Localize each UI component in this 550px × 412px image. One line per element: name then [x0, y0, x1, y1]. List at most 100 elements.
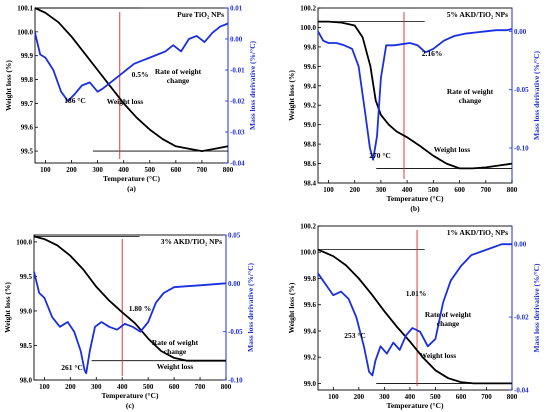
annotation-text: Rate of weight change [425, 310, 472, 328]
x-tick-label: 700 [481, 186, 492, 194]
annotation-text: 253 °C [344, 331, 366, 340]
annotation-line: change [437, 319, 460, 328]
chart-panel-1: 100 200 300 400 500 600 700 800 99.5 99.6 99.7 99.8… [4, 5, 257, 194]
y-tick-label: 98.5 [20, 342, 33, 350]
y-axis-label: Weight loss (%) [4, 60, 13, 111]
y2-tick-label: -0.01 [230, 67, 245, 75]
x-tick-label: 800 [223, 166, 234, 174]
annotation-text: 1.01% [406, 289, 427, 298]
panel-label: (a) [127, 184, 136, 193]
x-tick-label: 100 [39, 383, 50, 391]
rate-of-weight-change-line [34, 22, 229, 102]
annotation-text: Weight loss [434, 145, 471, 154]
x-tick-label: 700 [481, 393, 492, 401]
y2-axis-label: Mass loss derivative (%/°C) [532, 263, 541, 353]
y-tick-label: 99.2 [304, 102, 317, 110]
y-tick-label: 99.4 [304, 82, 317, 90]
annotation-line: change [167, 76, 190, 85]
y2-tick-label: -0.05 [228, 328, 243, 336]
y2-tick-label: -0.02 [514, 314, 529, 322]
y-tick-label: 99.8 [21, 76, 34, 84]
y-tick-label: 99.6 [304, 63, 317, 71]
y2-tick-label: -0.05 [514, 86, 529, 94]
panel-title: 3% AKD/TiO₂ NPs [161, 237, 222, 246]
panel-title: 1% AKD/TiO₂ NPs [447, 228, 508, 237]
y2-axis-label: Mass loss derivative (%/°C) [246, 262, 255, 352]
y-tick-label: 98.6 [304, 160, 317, 168]
annotation-line: Rate of weight [152, 338, 199, 347]
x-axis-label: Temperature (°C) [103, 174, 160, 183]
x-tick-label: 400 [402, 186, 413, 194]
annotation-line: Rate of weight [155, 67, 202, 76]
y-tick-label: 99.9 [21, 52, 34, 60]
annotation-text: 261 °C [61, 363, 83, 372]
y-tick-label: 100.2 [300, 223, 316, 231]
y2-tick-label: -0.10 [514, 145, 529, 153]
x-tick-label: 400 [405, 393, 416, 401]
chart-panel-3: 100 200 300 400 500 600 700 800 98.0 98.5 99.0 99.5… [3, 232, 255, 411]
x-tick-label: 800 [221, 383, 232, 391]
y2-tick-label: -0.10 [228, 377, 243, 385]
annotation-text: Weight loss [420, 351, 457, 360]
x-axis-label: Temperature (°C) [387, 194, 444, 203]
y-tick-label: 99.5 [20, 273, 33, 281]
x-tick-label: 100 [323, 186, 334, 194]
x-tick-label: 100 [40, 166, 51, 174]
annotation-line: change [164, 347, 187, 356]
weight-loss-line [33, 235, 226, 362]
y-tick-label: 99.0 [304, 121, 317, 129]
panel-label: (c) [126, 401, 135, 410]
y-axis-label: Weight loss (%) [287, 282, 296, 333]
annotation-text: 1.80 % [129, 304, 152, 313]
x-tick-label: 200 [66, 166, 77, 174]
y2-tick-label: -0.04 [230, 160, 245, 168]
chart-panel-4: 100 200 300 400 500 600 700 800 99.0 99.2 99.4 99.6… [287, 223, 541, 412]
y-tick-label: 98.0 [20, 377, 33, 385]
annotation-line: change [459, 96, 482, 105]
y-tick-label: 100.0 [17, 28, 33, 36]
y2-tick-label: 0.00 [514, 241, 527, 249]
x-axis-label: Temperature (°C) [387, 401, 444, 410]
x-tick-label: 800 [507, 393, 518, 401]
weight-loss-line [317, 248, 512, 385]
y2-tick-label: 0.01 [230, 5, 243, 13]
y2-tick-label: 0.05 [228, 232, 241, 240]
x-tick-label: 100 [328, 393, 339, 401]
x-tick-label: 300 [92, 166, 103, 174]
x-tick-label: 400 [117, 383, 128, 391]
x-axis-label: Temperature (°C) [102, 391, 159, 400]
x-tick-label: 300 [379, 393, 390, 401]
x-tick-label: 200 [65, 383, 76, 391]
y2-tick-label: 0.00 [514, 28, 527, 36]
rate-of-weight-change-line [317, 243, 512, 377]
y-tick-label: 100.1 [17, 5, 33, 13]
y-tick-label: 100.0 [300, 249, 316, 257]
x-tick-label: 300 [376, 186, 387, 194]
x-tick-label: 700 [195, 383, 206, 391]
y-tick-label: 98.8 [304, 141, 317, 149]
annotation-text: 186 °C [64, 96, 86, 105]
x-tick-label: 500 [145, 166, 156, 174]
annotation-text: Rate of weight change [152, 338, 199, 356]
y-axis-label: Weight loss (%) [3, 282, 12, 333]
annotation-line: Rate of weight [425, 310, 472, 319]
y2-tick-label: 0.00 [230, 36, 243, 44]
annotation-text: Weight loss [107, 97, 144, 106]
panel-title: Pure TiO₂ NPs [177, 10, 224, 19]
weight-loss-line [34, 7, 229, 153]
y2-tick-label: 0.00 [228, 280, 241, 288]
annotation-text: 2.16% [422, 49, 443, 58]
y-tick-label: 99.8 [304, 43, 317, 51]
x-tick-label: 300 [91, 383, 102, 391]
y2-tick-label: -0.03 [230, 129, 245, 137]
y2-axis-label: Mass loss derivative (%/°C) [532, 50, 541, 140]
x-tick-label: 500 [430, 393, 441, 401]
y-tick-label: 100.2 [300, 5, 316, 13]
x-tick-label: 200 [354, 393, 365, 401]
rate-of-weight-change-line [33, 271, 227, 375]
x-tick-label: 600 [454, 186, 465, 194]
y-tick-label: 99.7 [21, 100, 34, 108]
annotation-text: Weight loss [157, 362, 194, 371]
plot-frame [34, 7, 229, 164]
